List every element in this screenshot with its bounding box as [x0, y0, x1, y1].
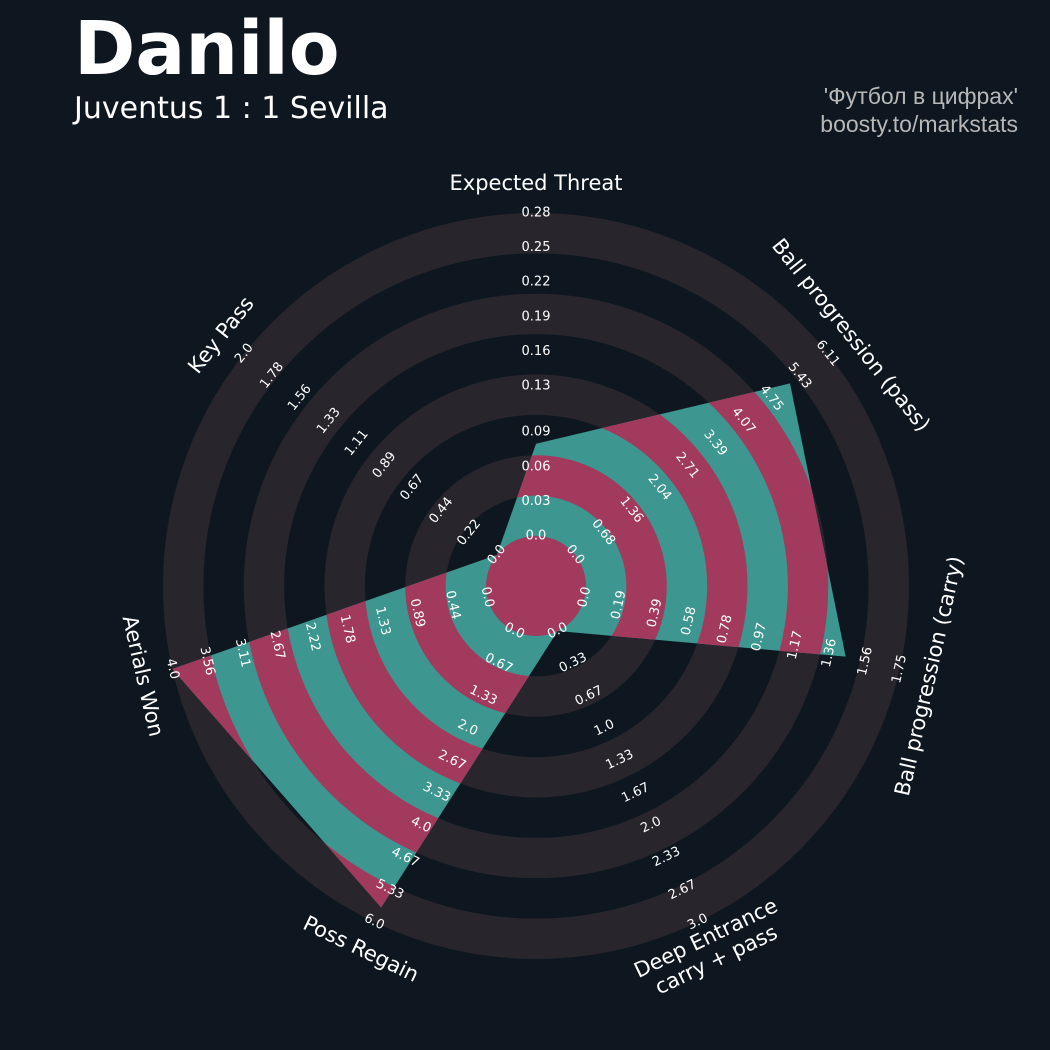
- center-circle: [486, 536, 586, 636]
- tick-label: 0.0: [575, 585, 594, 609]
- tick-label: 0.39: [644, 597, 665, 629]
- tick-label: 0.13: [522, 379, 551, 394]
- tick-label: 1.56: [855, 645, 876, 677]
- tick-label: 0.0: [526, 529, 547, 544]
- tick-label: 0.09: [522, 425, 551, 440]
- tick-label: 2.67: [267, 629, 288, 661]
- tick-label: 2.22: [302, 621, 323, 653]
- tick-label: 1.67: [619, 780, 652, 806]
- tick-label: 0.58: [679, 605, 700, 637]
- tick-label: 0.89: [407, 597, 428, 629]
- tick-label: 0.22: [522, 275, 551, 290]
- tick-label: 1.75: [889, 653, 910, 685]
- annotation: 'Футбол в цифрах': [823, 83, 1018, 109]
- tick-label: 0.0: [478, 585, 497, 609]
- tick-label: 0.25: [522, 240, 551, 255]
- tick-label: 3.11: [232, 637, 253, 669]
- tick-label: 1.17: [785, 629, 806, 661]
- tick-label: 1.11: [342, 427, 372, 459]
- tick-label: 0.19: [522, 309, 551, 324]
- tick-label: 1.78: [337, 613, 358, 645]
- chart-subtitle: Juventus 1 : 1 Sevilla: [74, 91, 389, 126]
- tick-label: 0.16: [522, 344, 551, 359]
- chart-title: Danilo: [74, 6, 340, 92]
- tick-label: 0.28: [522, 206, 551, 221]
- tick-label: 0.03: [522, 494, 551, 509]
- tick-label: 0.78: [715, 613, 736, 645]
- tick-label: 1.36: [819, 637, 840, 669]
- annotation: boosty.to/markstats: [820, 111, 1018, 137]
- ring: [163, 213, 909, 959]
- tick-label: 0.19: [608, 589, 629, 621]
- tick-label: 3.56: [196, 645, 217, 677]
- tick-label: 1.0: [592, 717, 617, 739]
- tick-label: 1.33: [372, 605, 393, 637]
- tick-label: 4.0: [163, 657, 182, 681]
- param-label: Expected Threat: [449, 170, 623, 195]
- tick-label: 0.06: [522, 459, 551, 474]
- tick-label: 0.44: [442, 589, 463, 621]
- tick-label: 0.97: [749, 621, 770, 653]
